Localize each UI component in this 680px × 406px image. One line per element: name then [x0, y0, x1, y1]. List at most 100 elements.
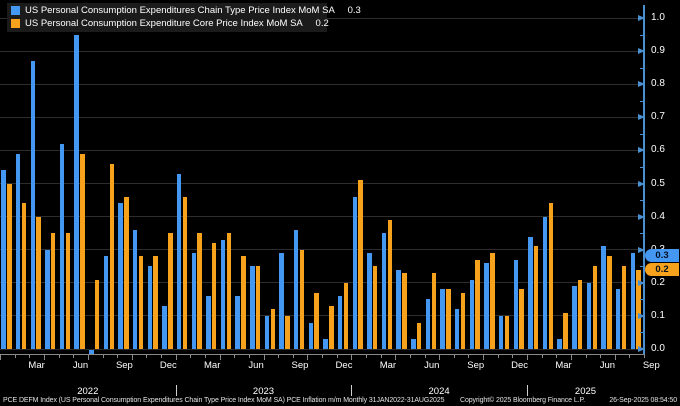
bar-headline[interactable]: [206, 296, 211, 349]
bar-core[interactable]: [124, 196, 129, 349]
bar-core[interactable]: [577, 279, 583, 349]
bar-headline[interactable]: [557, 339, 562, 349]
bar-core[interactable]: [504, 315, 510, 349]
bar-core[interactable]: [80, 153, 85, 349]
bar-core[interactable]: [329, 306, 334, 349]
bar-core[interactable]: [94, 279, 100, 349]
bar-headline[interactable]: [615, 289, 621, 349]
bar-core[interactable]: [607, 256, 612, 349]
legend-item[interactable]: US Personal Consumption Expenditure Core…: [11, 17, 329, 30]
bar-core[interactable]: [182, 196, 188, 349]
legend-item[interactable]: US Personal Consumption Expenditures Cha…: [11, 4, 361, 17]
bar-core[interactable]: [387, 219, 393, 349]
bar-core[interactable]: [241, 256, 246, 349]
bar-headline[interactable]: [396, 269, 401, 349]
bar-headline[interactable]: [89, 350, 94, 354]
bar-core[interactable]: [314, 292, 319, 349]
bar-headline[interactable]: [235, 296, 240, 349]
bar-headline[interactable]: [630, 253, 636, 349]
bar-core[interactable]: [270, 309, 276, 349]
bar-core[interactable]: [197, 233, 202, 349]
bar-core[interactable]: [285, 315, 290, 349]
bar-headline[interactable]: [425, 299, 431, 349]
bar-headline[interactable]: [264, 315, 270, 349]
bar-core[interactable]: [7, 183, 12, 349]
bar-headline[interactable]: [469, 279, 475, 349]
bar-headline[interactable]: [323, 339, 328, 349]
bar-core[interactable]: [65, 233, 71, 349]
bar-headline[interactable]: [586, 282, 592, 349]
bar-core[interactable]: [548, 203, 554, 349]
y-tick-icon: [638, 48, 645, 55]
bar-core[interactable]: [168, 233, 173, 349]
x-month-tick: [234, 355, 236, 358]
bar-core[interactable]: [416, 322, 422, 349]
bar-core[interactable]: [299, 249, 305, 349]
bar-core[interactable]: [475, 259, 480, 349]
bar-headline[interactable]: [601, 246, 606, 349]
bar-headline[interactable]: [381, 233, 387, 349]
x-month-tick: [409, 355, 411, 358]
bar-headline[interactable]: [1, 170, 6, 349]
last-price-badge[interactable]: 0.3: [645, 249, 679, 263]
bar-headline[interactable]: [147, 266, 153, 350]
bar-core[interactable]: [255, 266, 261, 350]
bar-core[interactable]: [402, 272, 407, 349]
bar-headline[interactable]: [498, 315, 504, 349]
bar-core[interactable]: [533, 246, 539, 349]
x-month-label: Mar: [379, 360, 397, 371]
bar-headline[interactable]: [74, 34, 79, 349]
legend-swatch-icon: [11, 19, 20, 28]
bar-core[interactable]: [153, 256, 158, 349]
bar-headline[interactable]: [118, 203, 123, 349]
bar-headline[interactable]: [279, 253, 284, 349]
bar-core[interactable]: [519, 289, 524, 349]
bar-core[interactable]: [490, 253, 495, 349]
bar-core[interactable]: [446, 289, 451, 349]
bar-core[interactable]: [372, 266, 378, 350]
bar-headline[interactable]: [250, 266, 255, 350]
x-month-label: Jun: [248, 360, 264, 371]
bar-core[interactable]: [138, 256, 144, 349]
bar-core[interactable]: [636, 269, 641, 349]
bar-headline[interactable]: [191, 253, 197, 349]
bar-headline[interactable]: [528, 236, 533, 349]
last-price-badge[interactable]: 0.2: [645, 263, 679, 277]
bar-headline[interactable]: [103, 256, 109, 349]
bar-headline[interactable]: [220, 239, 226, 349]
bar-core[interactable]: [211, 243, 217, 349]
bar-headline[interactable]: [15, 153, 21, 349]
bar-headline[interactable]: [484, 262, 489, 349]
bar-core[interactable]: [460, 292, 466, 349]
bar-core[interactable]: [621, 266, 627, 350]
bar-headline[interactable]: [440, 289, 445, 349]
bar-core[interactable]: [109, 163, 115, 349]
bar-core[interactable]: [226, 233, 232, 349]
bar-core[interactable]: [563, 312, 568, 349]
bar-headline[interactable]: [293, 229, 299, 349]
bar-core[interactable]: [36, 216, 41, 349]
bar-core[interactable]: [358, 180, 363, 349]
bar-headline[interactable]: [411, 339, 416, 349]
bar-headline[interactable]: [176, 173, 182, 349]
bar-headline[interactable]: [352, 196, 358, 349]
bar-headline[interactable]: [59, 143, 65, 349]
plot-area[interactable]: [0, 0, 644, 354]
bar-headline[interactable]: [337, 296, 343, 349]
bar-core[interactable]: [50, 233, 56, 349]
bar-core[interactable]: [21, 203, 27, 349]
bar-core[interactable]: [431, 272, 437, 349]
bar-core[interactable]: [592, 266, 598, 350]
bar-headline[interactable]: [542, 216, 548, 349]
bar-headline[interactable]: [30, 61, 36, 349]
bar-headline[interactable]: [513, 259, 519, 349]
x-year-label: 2023: [252, 386, 275, 397]
bar-headline[interactable]: [454, 309, 460, 349]
bar-headline[interactable]: [45, 249, 50, 349]
bar-headline[interactable]: [132, 229, 138, 349]
bar-headline[interactable]: [308, 322, 314, 349]
bar-core[interactable]: [343, 282, 349, 349]
bar-headline[interactable]: [367, 253, 372, 349]
bar-headline[interactable]: [572, 286, 577, 349]
bar-headline[interactable]: [162, 306, 167, 349]
